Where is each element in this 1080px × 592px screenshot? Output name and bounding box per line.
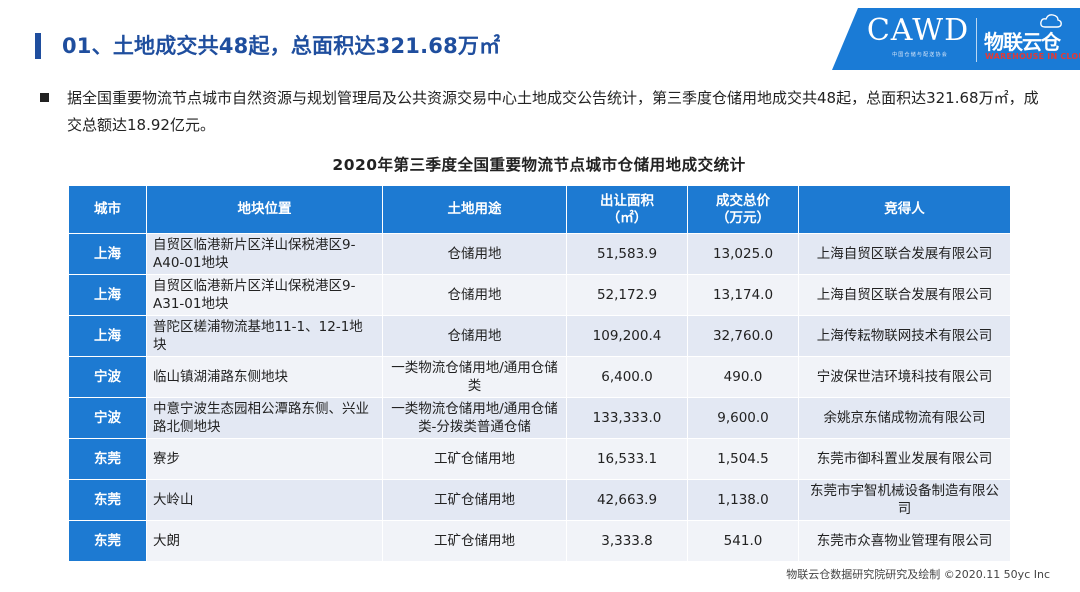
cell-usage: 一类物流仓储用地/通用仓储类 (382, 356, 567, 398)
cell-area: 133,333.0 (566, 397, 688, 439)
table-row: 东莞 大岭山 工矿仓储用地 42,663.9 1,138.0 东莞市宇智机械设备… (68, 479, 1011, 521)
cell-location: 临山镇湖浦路东侧地块 (146, 356, 383, 398)
header-area-line2: （㎡） (606, 209, 648, 226)
table-row: 上海 普陀区槎浦物流基地11-1、12-1地块 仓储用地 109,200.4 3… (68, 315, 1011, 357)
header-price-line1: 成交总价 (716, 192, 770, 209)
cawd-logo: CAWD (866, 13, 970, 48)
cell-area: 3,333.8 (566, 520, 688, 562)
header-city: 城市 (68, 185, 147, 234)
cell-winner: 余姚京东储成物流有限公司 (798, 397, 1011, 439)
cawd-logo-subtitle: 中国仓储与配送协会 (892, 52, 948, 58)
land-transaction-table: 城市 地块位置 土地用途 出让面积 （㎡） 成交总价 （万元） 竞得人 上海 自贸区… (68, 185, 1011, 562)
header-price: 成交总价 （万元） (687, 185, 799, 234)
cell-city: 上海 (68, 274, 147, 316)
header-location: 地块位置 (146, 185, 383, 234)
cell-price: 490.0 (687, 356, 799, 398)
header-area: 出让面积 （㎡） (566, 185, 688, 234)
wlyc-logo-cn: 物联云仓 (984, 30, 1061, 54)
cell-city: 东莞 (68, 438, 147, 480)
cell-location: 中意宁波生态园相公潭路东侧、兴业路北侧地块 (146, 397, 383, 439)
cell-price: 1,138.0 (687, 479, 799, 521)
table-row: 上海 自贸区临港新片区洋山保税港区9-A31-01地块 仓储用地 52,172.… (68, 274, 1011, 316)
table-row: 东莞 大朗 工矿仓储用地 3,333.8 541.0 东莞市众喜物业管理有限公司 (68, 520, 1011, 562)
page-title: 01、土地成交共48起，总面积达321.68万㎡ (62, 34, 501, 58)
wlyc-logo-en: WAREHOUSE IN CLOUD (985, 52, 1080, 61)
cell-location: 自贸区临港新片区洋山保税港区9-A40-01地块 (146, 233, 383, 275)
bullet-square-icon (40, 93, 49, 102)
cell-city: 宁波 (68, 397, 147, 439)
cell-city: 宁波 (68, 356, 147, 398)
cell-location: 普陀区槎浦物流基地11-1、12-1地块 (146, 315, 383, 357)
cell-price: 9,600.0 (687, 397, 799, 439)
cell-price: 32,760.0 (687, 315, 799, 357)
cell-usage: 工矿仓储用地 (382, 438, 567, 480)
cell-winner: 东莞市御科置业发展有限公司 (798, 438, 1011, 480)
summary-paragraph: 据全国重要物流节点城市自然资源与规划管理局及公共资源交易中心土地成交公告统计，第… (67, 89, 1039, 134)
cell-usage: 仓储用地 (382, 233, 567, 275)
cell-city: 东莞 (68, 479, 147, 521)
cell-location: 自贸区临港新片区洋山保税港区9-A31-01地块 (146, 274, 383, 316)
cell-winner: 宁波保世洁环境科技有限公司 (798, 356, 1011, 398)
cell-city: 东莞 (68, 520, 147, 562)
title-accent-bar (35, 33, 41, 59)
cell-price: 13,025.0 (687, 233, 799, 275)
table-title: 2020年第三季度全国重要物流节点城市仓储用地成交统计 (332, 156, 746, 174)
logo-divider (976, 18, 977, 62)
cell-usage: 一类物流仓储用地/通用仓储类-分拨类普通仓储 (382, 397, 567, 439)
logo-banner (832, 8, 1080, 70)
header-usage: 土地用途 (382, 185, 567, 234)
table-row: 宁波 中意宁波生态园相公潭路东侧、兴业路北侧地块 一类物流仓储用地/通用仓储类-… (68, 397, 1011, 439)
cell-area: 42,663.9 (566, 479, 688, 521)
cell-area: 109,200.4 (566, 315, 688, 357)
cell-area: 52,172.9 (566, 274, 688, 316)
cell-price: 13,174.0 (687, 274, 799, 316)
cell-winner: 上海自贸区联合发展有限公司 (798, 233, 1011, 275)
cell-winner: 东莞市众喜物业管理有限公司 (798, 520, 1011, 562)
cell-city: 上海 (68, 233, 147, 275)
table-row: 上海 自贸区临港新片区洋山保税港区9-A40-01地块 仓储用地 51,583.… (68, 233, 1011, 275)
cell-usage: 仓储用地 (382, 315, 567, 357)
cell-area: 16,533.1 (566, 438, 688, 480)
cloud-icon (1040, 14, 1062, 28)
cell-location: 大朗 (146, 520, 383, 562)
cell-price: 541.0 (687, 520, 799, 562)
cell-area: 6,400.0 (566, 356, 688, 398)
header-price-line2: （万元） (716, 209, 770, 226)
cell-usage: 工矿仓储用地 (382, 479, 567, 521)
cell-location: 大岭山 (146, 479, 383, 521)
table-row: 宁波 临山镇湖浦路东侧地块 一类物流仓储用地/通用仓储类 6,400.0 490… (68, 356, 1011, 398)
footer-credit: 物联云仓数据研究院研究及绘制 ©2020.11 50yc Inc (786, 568, 1050, 581)
cell-winner: 东莞市宇智机械设备制造有限公司 (798, 479, 1011, 521)
cell-price: 1,504.5 (687, 438, 799, 480)
table-row: 东莞 寮步 工矿仓储用地 16,533.1 1,504.5 东莞市御科置业发展有… (68, 438, 1011, 480)
cell-city: 上海 (68, 315, 147, 357)
cell-winner: 上海传耘物联网技术有限公司 (798, 315, 1011, 357)
cell-area: 51,583.9 (566, 233, 688, 275)
table-header-row: 城市 地块位置 土地用途 出让面积 （㎡） 成交总价 （万元） 竞得人 (68, 185, 1011, 234)
wlyc-logo: 物联云仓 WAREHOUSE IN CLOUD (982, 18, 1080, 62)
header-area-line1: 出让面积 (600, 192, 654, 209)
cell-location: 寮步 (146, 438, 383, 480)
cell-usage: 工矿仓储用地 (382, 520, 567, 562)
cell-usage: 仓储用地 (382, 274, 567, 316)
header-winner: 竞得人 (798, 185, 1011, 234)
cell-winner: 上海自贸区联合发展有限公司 (798, 274, 1011, 316)
